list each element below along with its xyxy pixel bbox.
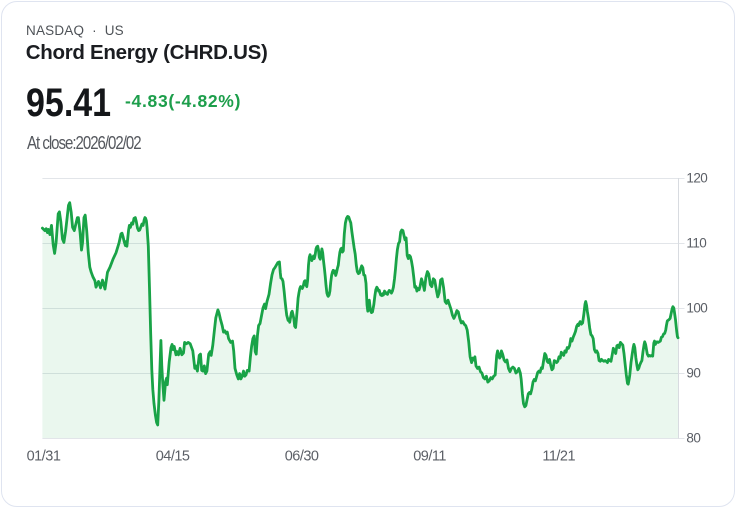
svg-text:100: 100 xyxy=(686,300,707,315)
svg-text:110: 110 xyxy=(686,235,706,250)
svg-text:06/30: 06/30 xyxy=(285,448,319,464)
svg-text:80: 80 xyxy=(686,430,700,445)
svg-text:90: 90 xyxy=(686,365,700,380)
svg-text:01/31: 01/31 xyxy=(27,448,61,464)
svg-text:11/21: 11/21 xyxy=(542,448,575,464)
svg-text:09/11: 09/11 xyxy=(413,448,446,464)
svg-text:120: 120 xyxy=(686,170,707,185)
svg-text:04/15: 04/15 xyxy=(156,448,190,464)
